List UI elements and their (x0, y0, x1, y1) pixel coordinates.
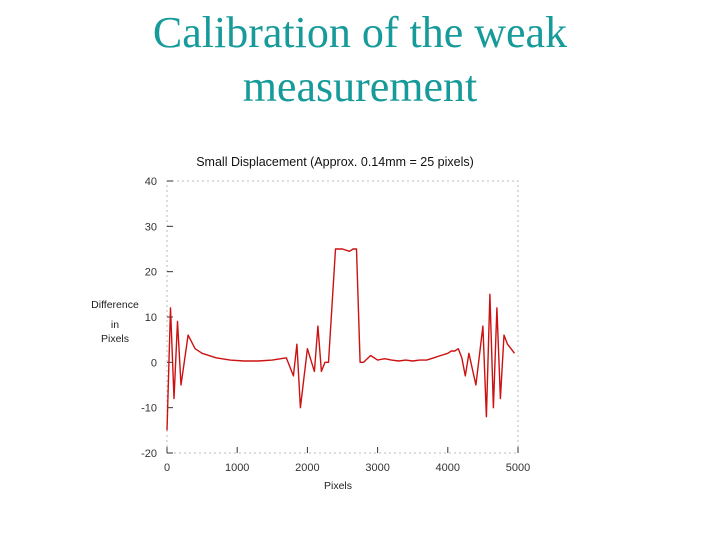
slide-title-line2: measurement (242, 62, 478, 111)
y-axis-label-line1: Difference (91, 299, 139, 311)
data-series-line (166, 248, 516, 431)
y-axis-ticks: -20 -10 0 10 20 30 40 (141, 176, 173, 460)
y-tick-label: -20 (141, 448, 157, 460)
displacement-chart: Small Displacement (Approx. 0.14mm = 25 … (91, 155, 530, 492)
plot-area (166, 248, 516, 431)
y-tick-label: 40 (145, 176, 157, 188)
x-axis-label: Pixels (324, 480, 352, 492)
x-axis-ticks: 0 1000 2000 3000 4000 5000 (164, 447, 530, 474)
x-tick-label: 2000 (295, 462, 319, 474)
y-tick-label: 0 (151, 357, 157, 369)
x-tick-label: 5000 (506, 462, 530, 474)
slide-title-line1: Calibration of the weak (152, 8, 568, 57)
y-tick-label: 10 (145, 312, 157, 324)
y-tick-label: 30 (145, 221, 157, 233)
chart-axes (166, 180, 519, 454)
y-tick-label: 20 (145, 267, 157, 279)
x-tick-label: 3000 (365, 462, 389, 474)
chart-title: Small Displacement (Approx. 0.14mm = 25 … (196, 155, 474, 169)
y-axis-label-line3: Pixels (101, 333, 129, 345)
x-tick-label: 4000 (436, 462, 460, 474)
x-tick-label: 1000 (225, 462, 249, 474)
y-tick-label: -10 (141, 403, 157, 415)
y-axis-label-line2: in (111, 319, 119, 331)
x-tick-label: 0 (164, 462, 170, 474)
plot-frame (166, 180, 519, 454)
slide-title: Calibration of the weak measurement (0, 6, 720, 114)
